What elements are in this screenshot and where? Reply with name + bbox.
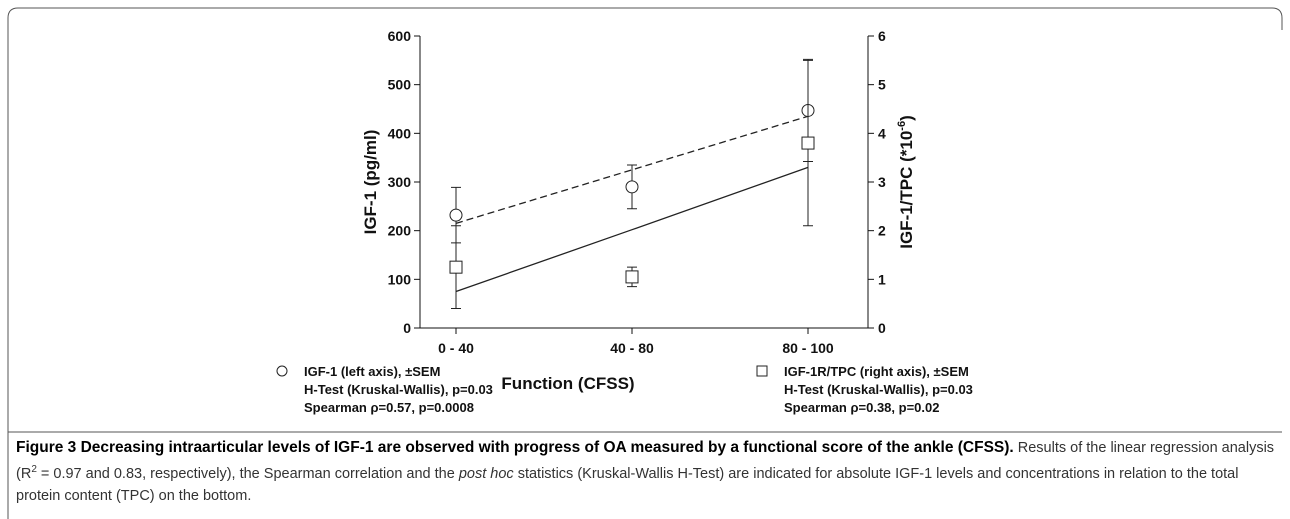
caption-text: Results of the linear regression analysi… bbox=[16, 440, 1275, 482]
y-axis-label: IGF-1 (pg/ml) bbox=[361, 130, 380, 235]
y-tick-label: 100 bbox=[388, 271, 412, 287]
caption-italic: post hoc bbox=[458, 465, 514, 482]
caption-text: statistics (Kruskal-Wallis H-Test) are i… bbox=[16, 465, 1239, 504]
caption-body: Results of the linear regression analysi… bbox=[16, 440, 1274, 504]
circle-marker bbox=[625, 180, 639, 194]
y2-label-sup: -6 bbox=[896, 121, 908, 131]
caption-title: Figure 3 Decreasing intraarticular level… bbox=[16, 439, 1014, 456]
y2-axis-label: IGF-1/TPC (*10-6) bbox=[896, 115, 916, 249]
fit-line bbox=[455, 115, 809, 224]
square-marker bbox=[625, 270, 639, 284]
legend-stat: H-Test (Kruskal-Wallis), p=0.03 bbox=[304, 382, 493, 397]
circle-marker bbox=[449, 208, 463, 222]
legend-label: IGF-1R/TPC (right axis), ±SEM bbox=[784, 364, 969, 379]
y-tick-label: 300 bbox=[388, 174, 412, 190]
y2-tick-label: 2 bbox=[878, 223, 886, 239]
x-tick-label: 40 - 80 bbox=[610, 340, 654, 356]
y-tick-label: 0 bbox=[403, 320, 411, 336]
caption-sup: 2 bbox=[31, 464, 37, 475]
y2-label-text: IGF-1/TPC (*10 bbox=[897, 131, 916, 249]
y-tick-label: 200 bbox=[388, 223, 412, 239]
legend-marker bbox=[756, 365, 768, 377]
legend-marker bbox=[276, 365, 288, 377]
y2-tick-label: 3 bbox=[878, 174, 886, 190]
y2-tick-label: 6 bbox=[878, 28, 886, 44]
y2-tick-label: 5 bbox=[878, 77, 886, 93]
legend-stat: Spearman ρ=0.38, p=0.02 bbox=[784, 400, 939, 415]
legend-stat: Spearman ρ=0.57, p=0.0008 bbox=[304, 400, 474, 415]
fit-line bbox=[455, 166, 809, 293]
x-tick-label: 0 - 40 bbox=[438, 340, 474, 356]
y2-tick-label: 4 bbox=[878, 125, 886, 141]
y-tick-label: 400 bbox=[388, 125, 412, 141]
legend-stat: H-Test (Kruskal-Wallis), p=0.03 bbox=[784, 382, 973, 397]
x-axis-label: Function (CFSS) bbox=[501, 374, 634, 393]
caption-text: = 0.97 and 0.83, respectively), the Spea… bbox=[36, 465, 459, 482]
y2-label-text: ) bbox=[897, 115, 916, 121]
x-tick-label: 80 - 100 bbox=[782, 340, 834, 356]
y2-tick-label: 1 bbox=[878, 271, 886, 287]
square-marker bbox=[801, 136, 815, 150]
frame bbox=[7, 7, 1283, 519]
y2-tick-label: 0 bbox=[878, 320, 886, 336]
y-tick-label: 600 bbox=[388, 28, 412, 44]
y-tick-label: 500 bbox=[388, 77, 412, 93]
square-marker bbox=[449, 260, 463, 274]
legend-label: IGF-1 (left axis), ±SEM bbox=[304, 364, 440, 379]
caption: Figure 3 Decreasing intraarticular level… bbox=[16, 437, 1278, 507]
